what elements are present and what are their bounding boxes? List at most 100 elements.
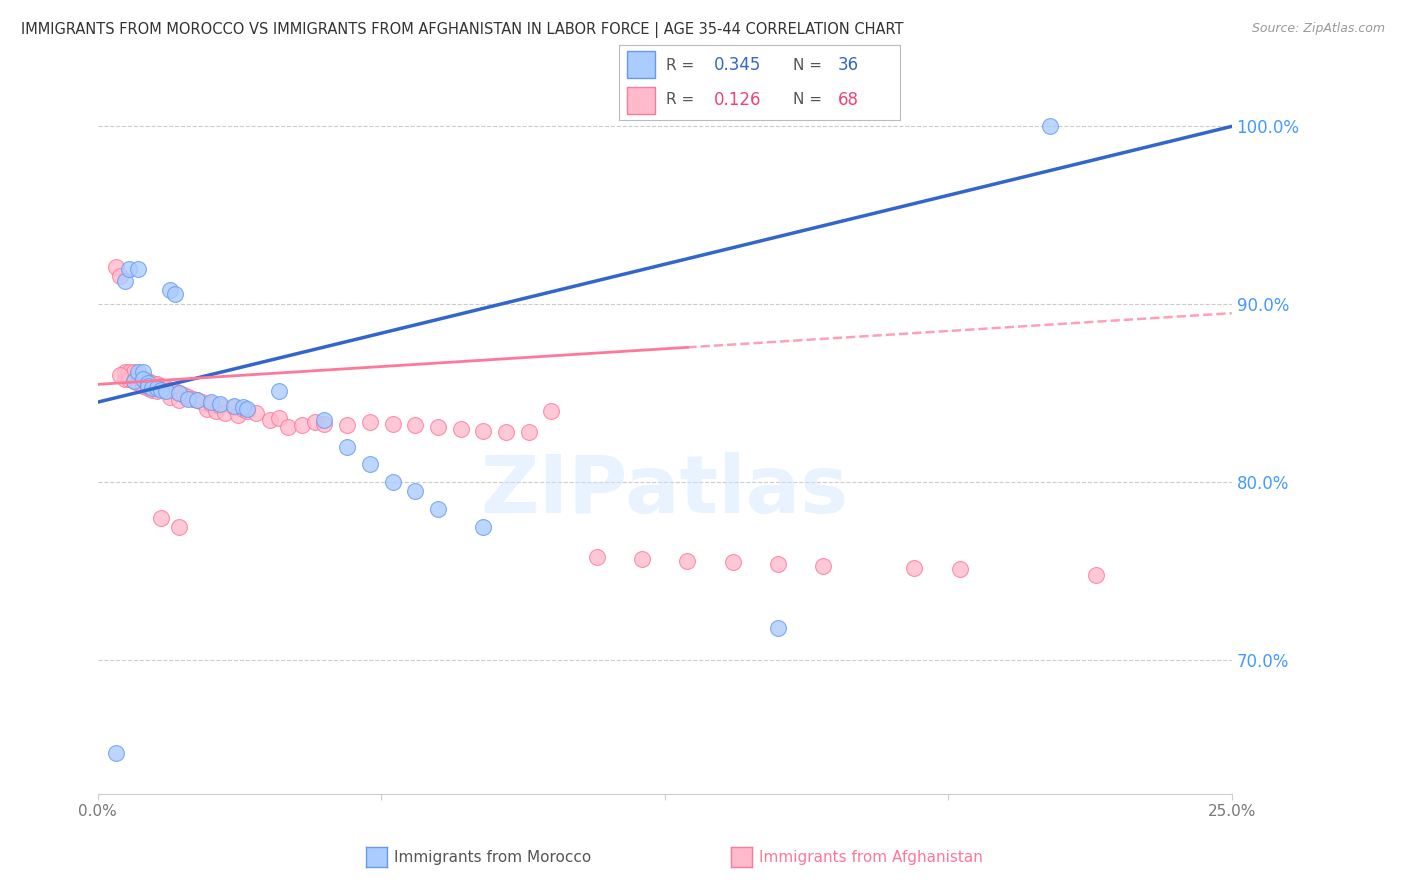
Point: [132, 372, 155, 386]
Text: R =: R =: [666, 58, 695, 72]
Point: [631, 551, 654, 566]
Point: [472, 519, 495, 533]
Point: [269, 384, 291, 399]
Point: [122, 365, 145, 379]
Point: [381, 475, 404, 490]
Text: Source: ZipAtlas.com: Source: ZipAtlas.com: [1251, 22, 1385, 36]
Point: [336, 418, 359, 433]
Point: [204, 404, 226, 418]
Point: [191, 395, 214, 409]
Point: [222, 399, 245, 413]
Point: [245, 406, 267, 420]
Point: [200, 395, 222, 409]
Point: [141, 376, 163, 390]
Point: [122, 374, 145, 388]
Point: [163, 384, 186, 399]
Point: [173, 388, 195, 402]
Point: [118, 261, 141, 276]
Point: [159, 283, 181, 297]
Point: [314, 417, 336, 431]
Point: [169, 386, 191, 401]
Point: [163, 286, 186, 301]
Point: [169, 393, 191, 408]
Point: [426, 502, 449, 516]
Point: [150, 383, 173, 397]
Text: 36: 36: [838, 56, 859, 74]
Point: [155, 384, 177, 399]
Point: [136, 381, 159, 395]
Point: [226, 408, 249, 422]
Point: [336, 440, 359, 454]
Point: [159, 383, 181, 397]
Point: [209, 399, 232, 413]
Point: [110, 268, 132, 283]
Text: N =: N =: [793, 58, 823, 72]
Point: [236, 402, 259, 417]
Point: [495, 425, 517, 440]
Point: [450, 422, 472, 436]
Point: [1039, 120, 1062, 134]
Point: [127, 261, 149, 276]
Text: ZIPatlas: ZIPatlas: [481, 452, 849, 530]
Point: [132, 365, 155, 379]
FancyBboxPatch shape: [627, 87, 655, 114]
Point: [127, 365, 149, 379]
Point: [766, 557, 789, 571]
Point: [903, 560, 925, 574]
Text: 0.126: 0.126: [714, 91, 762, 109]
Point: [186, 393, 208, 408]
Text: Immigrants from Morocco: Immigrants from Morocco: [394, 850, 591, 864]
Point: [177, 392, 200, 406]
Point: [585, 549, 607, 564]
Point: [232, 402, 254, 417]
Point: [472, 424, 495, 438]
Point: [150, 379, 173, 393]
Point: [114, 372, 136, 386]
Point: [209, 397, 232, 411]
Point: [104, 746, 127, 760]
Point: [136, 374, 159, 388]
Point: [236, 404, 259, 418]
Point: [159, 390, 181, 404]
Point: [118, 365, 141, 379]
Point: [269, 411, 291, 425]
Point: [766, 621, 789, 635]
Point: [291, 418, 314, 433]
Point: [118, 372, 141, 386]
Point: [314, 413, 336, 427]
Point: [404, 484, 426, 499]
FancyBboxPatch shape: [627, 51, 655, 78]
Point: [186, 393, 208, 408]
Point: [145, 384, 167, 399]
Point: [145, 381, 167, 395]
Point: [277, 420, 299, 434]
Text: Immigrants from Afghanistan: Immigrants from Afghanistan: [759, 850, 983, 864]
Point: [141, 383, 163, 397]
Point: [813, 558, 835, 573]
Text: N =: N =: [793, 93, 823, 107]
Point: [132, 372, 155, 386]
Point: [155, 381, 177, 395]
Text: 0.345: 0.345: [714, 56, 762, 74]
Point: [122, 374, 145, 388]
Point: [127, 368, 149, 383]
Point: [426, 420, 449, 434]
Point: [169, 386, 191, 401]
Point: [181, 392, 204, 406]
Text: R =: R =: [666, 93, 695, 107]
Point: [145, 377, 167, 392]
Point: [517, 425, 540, 440]
Text: 68: 68: [838, 91, 859, 109]
Text: IMMIGRANTS FROM MOROCCO VS IMMIGRANTS FROM AFGHANISTAN IN LABOR FORCE | AGE 35-4: IMMIGRANTS FROM MOROCCO VS IMMIGRANTS FR…: [21, 22, 904, 38]
Point: [948, 562, 970, 576]
Point: [540, 404, 562, 418]
Point: [304, 415, 326, 429]
Point: [381, 417, 404, 431]
Point: [200, 397, 222, 411]
Point: [114, 365, 136, 379]
Point: [114, 274, 136, 288]
Point: [169, 519, 191, 533]
Point: [141, 381, 163, 395]
Point: [676, 553, 699, 567]
Point: [104, 260, 127, 274]
